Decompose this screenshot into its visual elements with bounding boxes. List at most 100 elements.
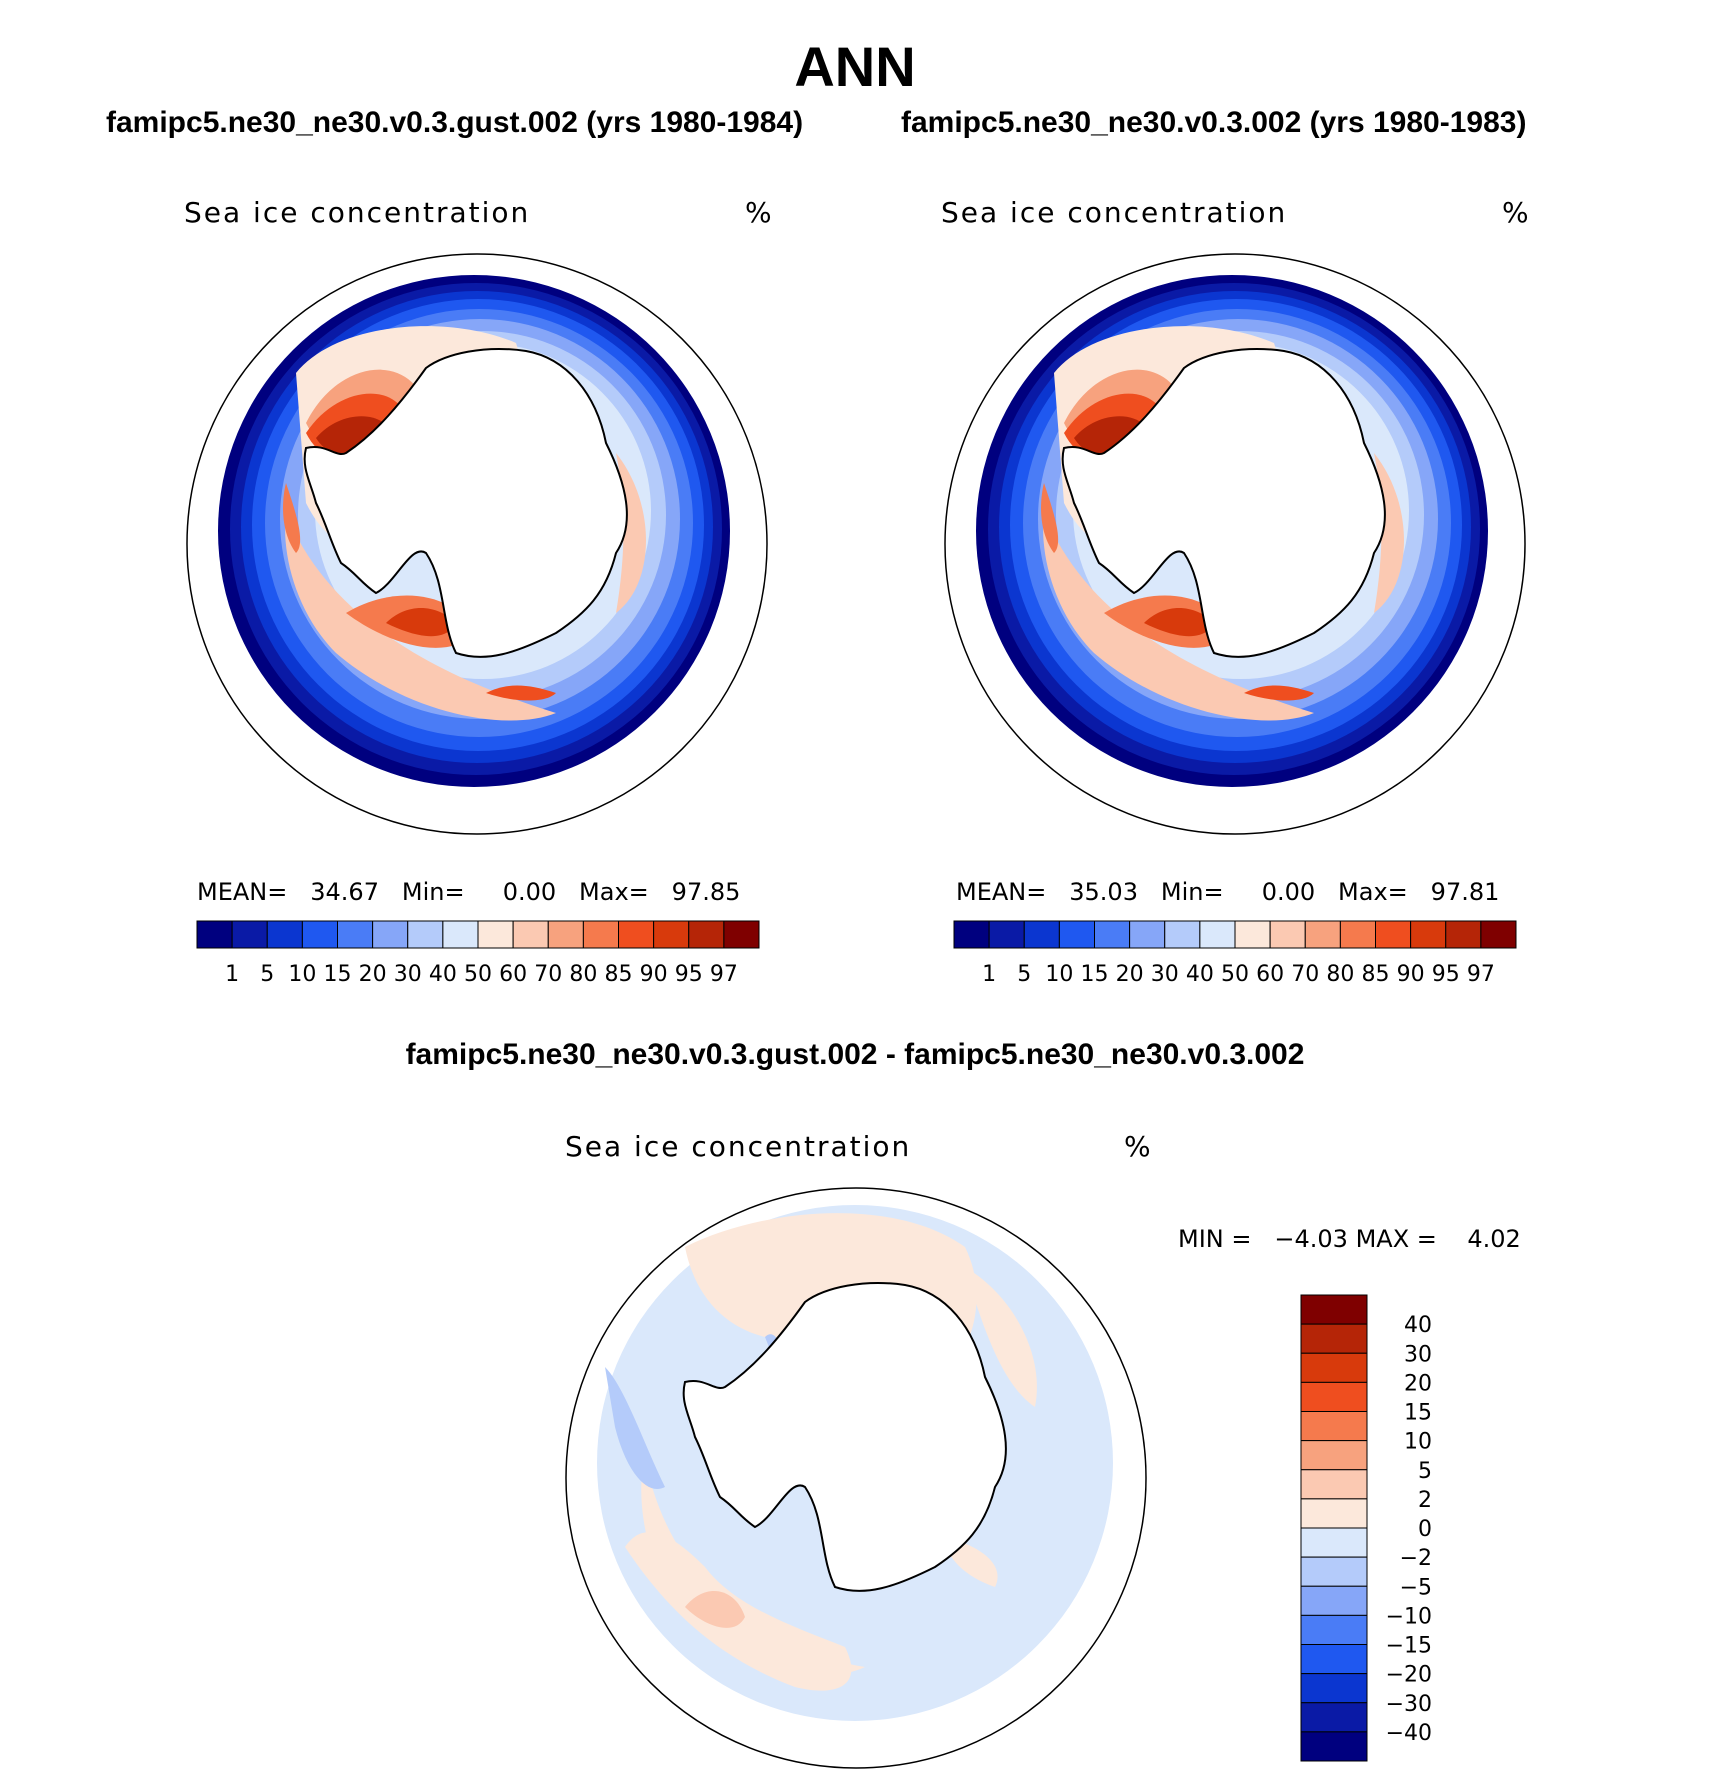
difference-colorbar-tick-label: 30 [1404,1342,1432,1367]
panel1-colorbar-swatch-5 [372,920,409,949]
panel2-colorbar-swatch-3 [1058,920,1095,949]
panel1-colorbar-swatch-4 [337,920,374,949]
panel1-colorbar-tick-label: 5 [260,962,274,987]
panel1-colorbar-swatch-8 [477,920,514,949]
panel1-variable-label: Sea ice concentration [184,196,531,229]
difference-colorbar-swatch-9 [1300,1556,1368,1587]
panel1-colorbar-swatch-2 [266,920,303,949]
panel1-colorbar-tick-label: 15 [324,962,352,987]
difference-colorbar-tick-label: −5 [1400,1575,1432,1600]
difference-antarctica-landmass [682,1282,1007,1592]
panel2-polar-map [944,253,1526,835]
panel2-colorbar-tick-label: 15 [1081,962,1109,987]
panel1-antarctica-landmass [303,348,628,658]
panel2-colorbar-tick-label: 20 [1116,962,1144,987]
panel1-colorbar-tick-label: 95 [675,962,703,987]
panel2-colorbar-swatch-1 [988,920,1025,949]
panel1-map-boundary [186,253,768,835]
panel2-colorbar-tick-label: 95 [1432,962,1460,987]
panel1-min-value: 0.00 [502,878,557,906]
panel1-colorbar-tick-label: 40 [429,962,457,987]
panel2-colorbar-tick-label: 80 [1326,962,1354,987]
panel1-min-label: Min= [401,878,465,906]
panel1-colorbar-swatch-0 [196,920,233,949]
panel1-colorbar-swatch-15 [723,920,760,949]
panel1-colorbar-tick-label: 10 [288,962,316,987]
panel1-colorbar-tick-label: 30 [394,962,422,987]
panel2-colorbar-swatch-0 [953,920,990,949]
panel1-colorbar-swatch-10 [547,920,584,949]
difference-colorbar-tick-label: 2 [1418,1488,1432,1513]
panel2-colorbar-swatch-6 [1164,920,1201,949]
difference-colorbar-swatch-12 [1300,1644,1368,1675]
panel1-colorbar: 1 5 10 15 20 30 40 50 60 70 80 85 90 95 97 [196,920,760,987]
difference-stats: MIN = −4.03 MAX = 4.02 [1178,1225,1521,1253]
panel1-colorbar-swatch-14 [688,920,725,949]
difference-colorbar-swatch-1 [1300,1323,1368,1354]
panel1-units-label: % [745,196,772,229]
difference-colorbar-swatch-6 [1300,1469,1368,1500]
difference-colorbar-swatch-13 [1300,1673,1368,1704]
difference-variable-label: Sea ice concentration [565,1130,912,1163]
difference-colorbar-swatch-15 [1300,1731,1368,1762]
panel2-case-title: famipc5.ne30_ne30.v0.3.002 (yrs 1980-198… [901,106,1527,139]
panel2-stats: MEAN= 35.03 Min= 0.00 Max= 97.81 [956,878,1499,906]
difference-colorbar-swatch-5 [1300,1440,1368,1471]
difference-colorbar-swatch-10 [1300,1585,1368,1616]
panel2-colorbar-tick-label: 90 [1397,962,1425,987]
difference-colorbar-tick-label: −10 [1386,1604,1432,1629]
difference-map-boundary [565,1187,1147,1769]
difference-colorbar-tick-label: −15 [1386,1634,1432,1659]
panel2-colorbar-swatch-9 [1269,920,1306,949]
difference-colorbar-swatch-3 [1300,1381,1368,1412]
panel2-colorbar-tick-label: 40 [1186,962,1214,987]
panel1-max-value: 97.85 [671,878,741,906]
panel2-colorbar-swatch-11 [1339,920,1376,949]
difference-colorbar-tick-label: 15 [1404,1401,1432,1426]
panel1-colorbar-swatch-13 [653,920,690,949]
difference-colorbar-swatch-14 [1300,1702,1368,1733]
panel2-min-value: 0.00 [1261,878,1316,906]
panel2-colorbar-tick-label: 5 [1017,962,1031,987]
panel1-colorbar-tick-label: 1 [225,962,239,987]
panel2-colorbar-swatch-15 [1480,920,1517,949]
panel2-mean-value: 35.03 [1069,878,1138,906]
difference-min-value: −4.03 [1274,1225,1348,1253]
panel1-colorbar-swatch-9 [512,920,549,949]
panel1-colorbar-swatch-3 [301,920,338,949]
difference-colorbar-swatch-0 [1300,1294,1368,1325]
panel2-colorbar-swatch-10 [1304,920,1341,949]
difference-colorbar-swatch-4 [1300,1411,1368,1442]
panel2-units-label: % [1502,196,1529,229]
panel2-max-value: 97.81 [1430,878,1500,906]
panel1-colorbar-swatch-11 [582,920,619,949]
difference-colorbar-swatch-7 [1300,1498,1368,1529]
panel2-variable-label: Sea ice concentration [941,196,1288,229]
panel1-colorbar-swatch-7 [442,920,479,949]
panel2-colorbar-tick-label: 60 [1256,962,1284,987]
panel2-colorbar: 1 5 10 15 20 30 40 50 60 70 80 85 90 95 97 [953,920,1517,987]
difference-colorbar-tick-label: −40 [1386,1721,1432,1746]
panel1-colorbar-tick-label: 60 [499,962,527,987]
panel2-colorbar-tick-label: 50 [1221,962,1249,987]
season-title: ANN [794,35,916,98]
difference-colorbar-tick-label: 0 [1418,1517,1432,1542]
panel2-colorbar-tick-label: 97 [1467,962,1495,987]
difference-colorbar-tick-label: 5 [1418,1459,1432,1484]
difference-title: famipc5.ne30_ne30.v0.3.gust.002 - famipc… [405,1038,1305,1071]
difference-min-label: MIN = [1178,1225,1252,1253]
panel1-colorbar-tick-label: 20 [359,962,387,987]
panel2-colorbar-tick-label: 1 [982,962,996,987]
panel2-max-label: Max= [1338,878,1408,906]
panel1-mean-value: 34.67 [310,878,379,906]
panel2-min-label: Min= [1160,878,1224,906]
panel1-max-label: Max= [579,878,649,906]
panel1-case-title: famipc5.ne30_ne30.v0.3.gust.002 (yrs 198… [106,106,804,139]
difference-polar-map [565,1187,1147,1769]
panel1-colorbar-tick-label: 70 [534,962,562,987]
panel2-colorbar-tick-label: 70 [1291,962,1319,987]
difference-units-label: % [1124,1130,1151,1163]
difference-max-value: 4.02 [1467,1225,1521,1253]
panel2-colorbar-swatch-5 [1129,920,1166,949]
